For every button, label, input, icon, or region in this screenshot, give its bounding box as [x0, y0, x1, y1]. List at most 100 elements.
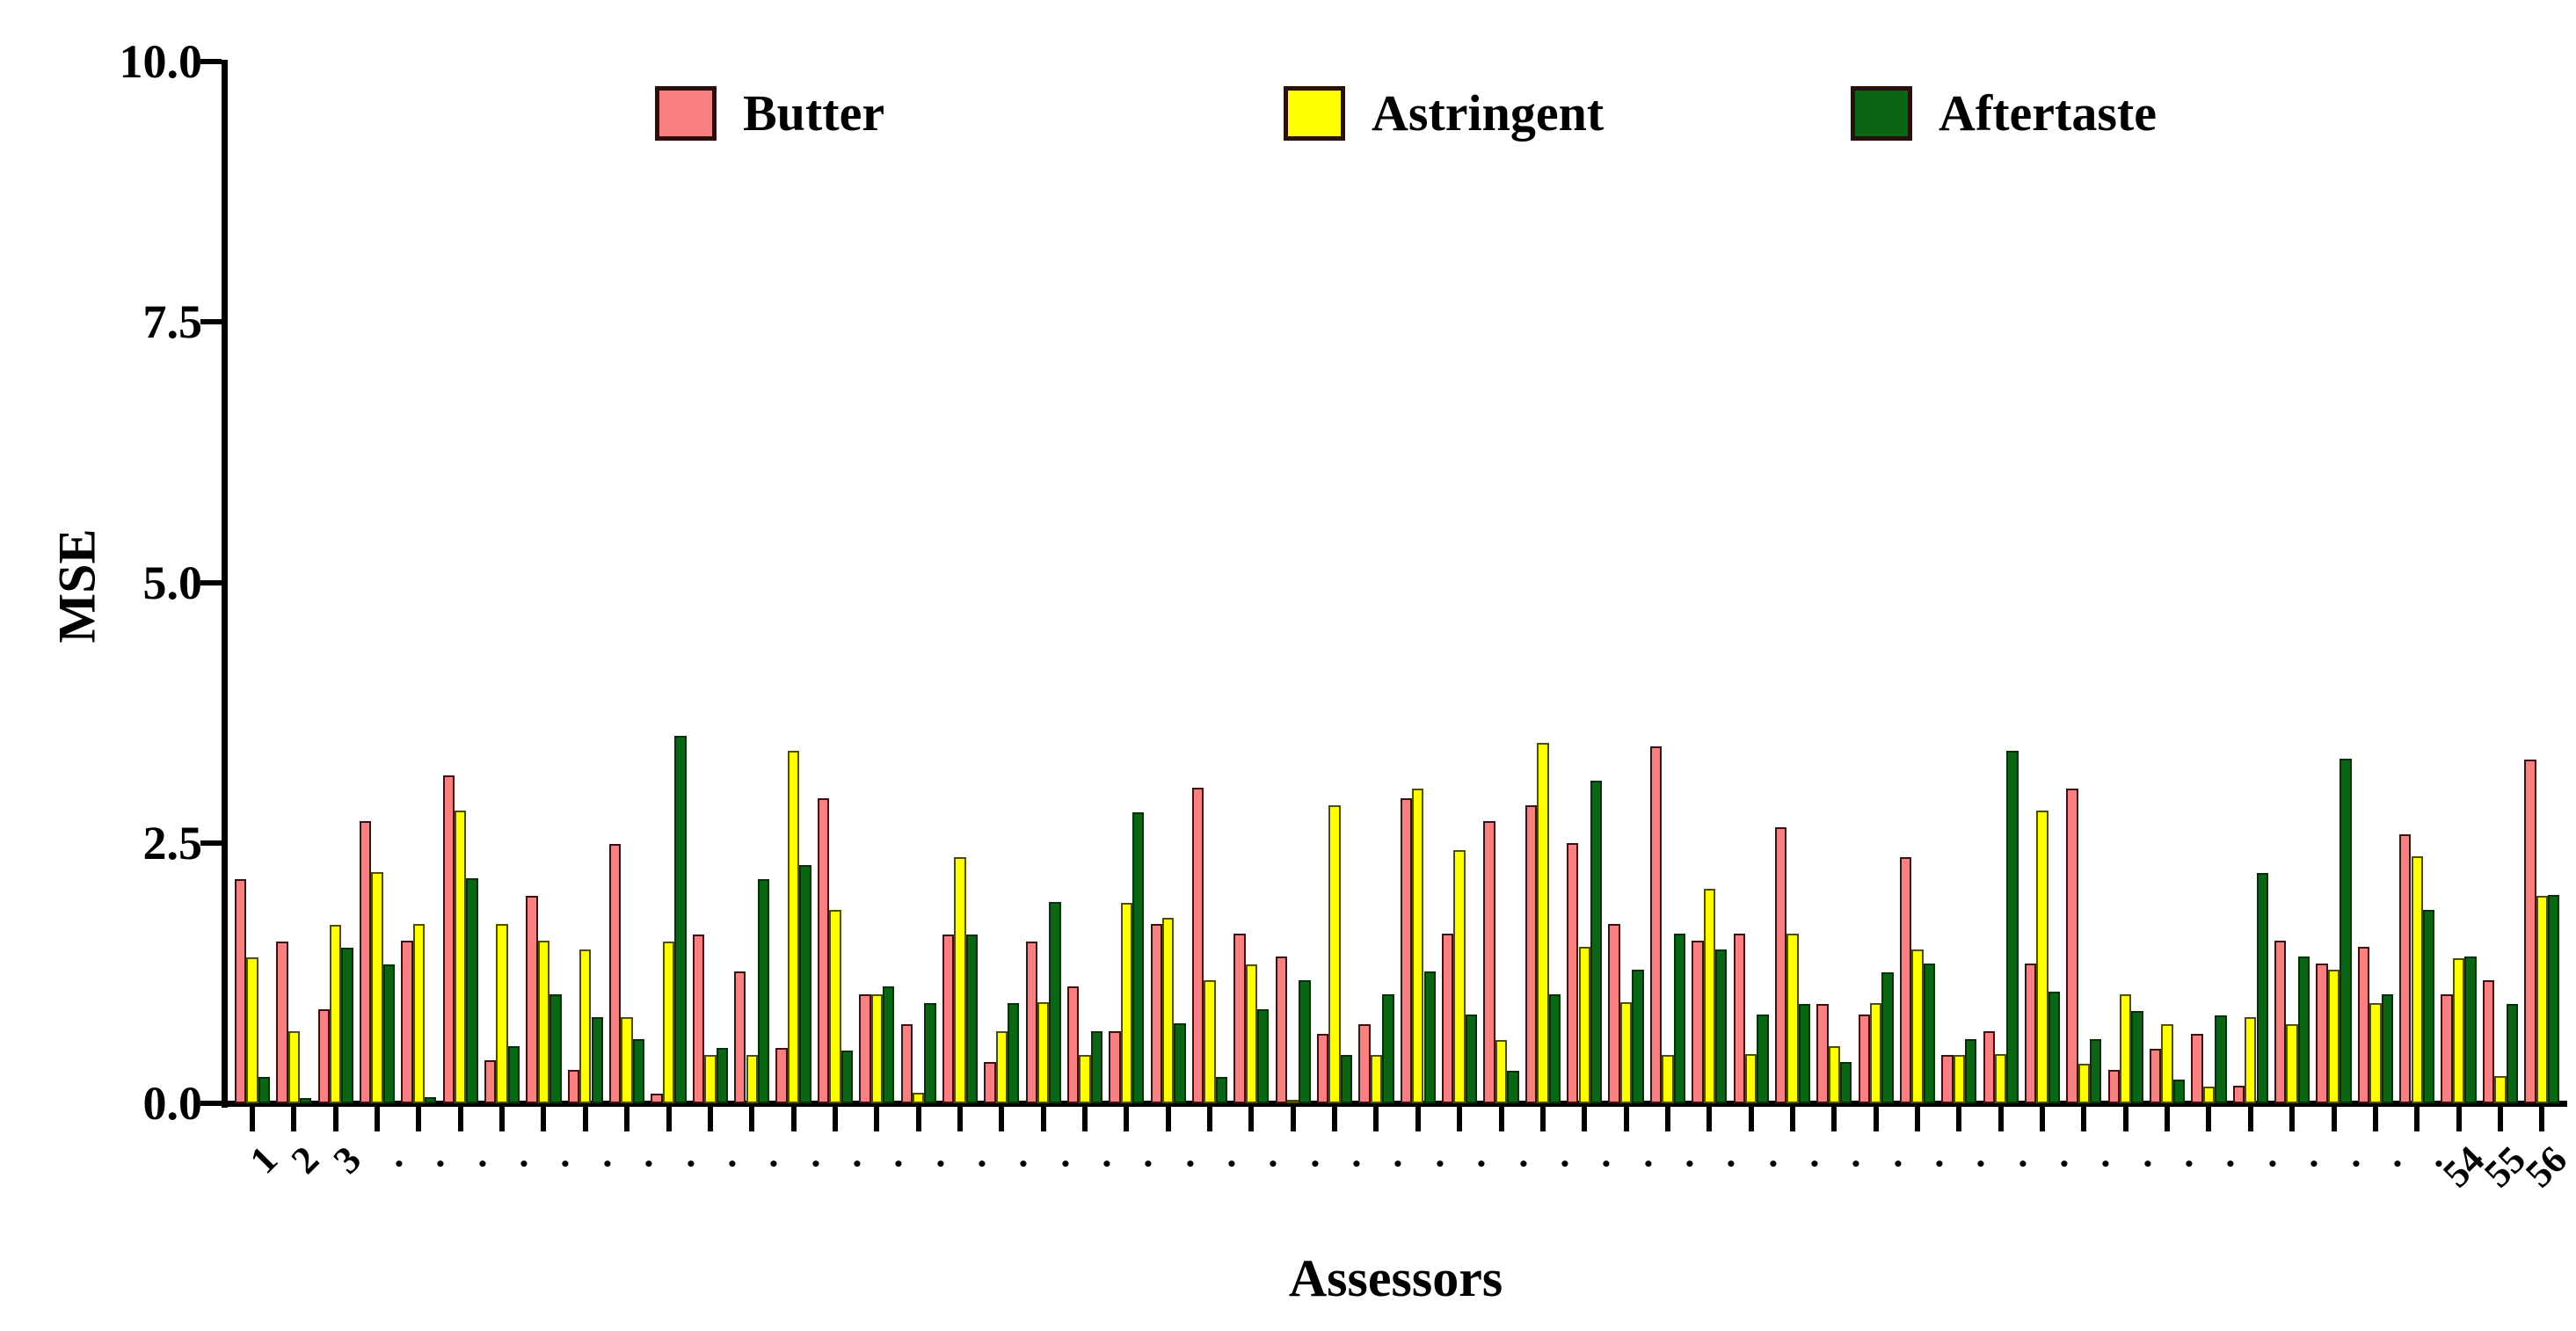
bar-astringent-assessor-17: [912, 1093, 925, 1103]
x-axis-tick: [1040, 1107, 1046, 1131]
bar-astringent-assessor-20: [1037, 1002, 1050, 1103]
bar-astringent-assessor-41: [1911, 949, 1924, 1103]
bar-astringent-assessor-15: [829, 909, 841, 1103]
bar-butter-assessor-4: [359, 820, 372, 1103]
bar-astringent-assessor-10: [621, 1016, 633, 1103]
bar-butter-assessor-2: [276, 942, 288, 1103]
bar-butter-assessor-52: [2357, 947, 2370, 1103]
bar-astringent-assessor-18: [954, 857, 966, 1103]
bar-astringent-assessor-16: [870, 993, 883, 1103]
x-axis-tick: [1582, 1107, 1588, 1131]
y-tick-label: 0.0: [142, 1077, 203, 1130]
bar-butter-assessor-16: [859, 993, 871, 1103]
bar-butter-assessor-48: [2191, 1033, 2203, 1103]
bar-butter-assessor-49: [2232, 1085, 2245, 1103]
bar-astringent-assessor-26: [1287, 1100, 1299, 1104]
bar-butter-assessor-39: [1816, 1004, 1829, 1103]
x-axis-tick: [1748, 1107, 1754, 1131]
bar-astringent-assessor-44: [2036, 811, 2048, 1103]
bar-astringent-assessor-3: [330, 925, 342, 1103]
bar-butter-assessor-26: [1275, 956, 1288, 1103]
bar-astringent-assessor-39: [1828, 1045, 1840, 1103]
bar-aftertaste-assessor-35: [1673, 933, 1685, 1103]
bar-astringent-assessor-40: [1869, 1003, 1882, 1103]
bar-butter-assessor-28: [1358, 1023, 1371, 1103]
bar-butter-assessor-32: [1524, 805, 1538, 1103]
bar-astringent-assessor-50: [2286, 1023, 2298, 1103]
bar-aftertaste-assessor-36: [1714, 949, 1728, 1103]
bar-butter-assessor-6: [442, 775, 455, 1103]
x-axis-tick: [707, 1107, 713, 1131]
bar-aftertaste-assessor-27: [1340, 1055, 1353, 1103]
bar-aftertaste-assessor-52: [2381, 993, 2393, 1103]
bar-butter-assessor-55: [2482, 980, 2495, 1103]
bar-astringent-assessor-27: [1328, 805, 1341, 1103]
bar-butter-assessor-23: [1150, 924, 1162, 1103]
y-tick-label: 2.5: [142, 816, 203, 869]
bar-aftertaste-assessor-18: [965, 935, 979, 1103]
bar-butter-assessor-50: [2274, 941, 2287, 1103]
x-axis-tick: [1248, 1107, 1255, 1131]
bar-butter-assessor-3: [317, 1009, 330, 1103]
bar-butter-assessor-1: [234, 879, 247, 1103]
x-axis-title: Assessors: [1288, 1249, 1503, 1307]
bar-aftertaste-assessor-19: [1008, 1003, 1020, 1103]
bar-astringent-assessor-56: [2536, 896, 2548, 1103]
bar-aftertaste-assessor-31: [1507, 1071, 1519, 1103]
bar-butter-assessor-45: [2066, 789, 2078, 1103]
y-tick-label: 7.5: [142, 295, 203, 349]
bar-astringent-assessor-4: [371, 871, 383, 1103]
x-axis-tick: [2081, 1107, 2087, 1131]
bar-butter-assessor-17: [900, 1023, 913, 1103]
y-axis-tick: [200, 319, 222, 325]
x-axis-tick: [2414, 1107, 2420, 1131]
x-axis-tick: [2372, 1107, 2378, 1131]
x-axis-tick: [1539, 1107, 1546, 1131]
x-axis-tick: [291, 1107, 297, 1131]
bar-aftertaste-assessor-44: [2048, 992, 2061, 1103]
bar-aftertaste-assessor-40: [1881, 971, 1894, 1103]
bar-astringent-assessor-45: [2078, 1063, 2091, 1103]
bar-aftertaste-assessor-32: [1548, 993, 1561, 1103]
x-axis-tick: [582, 1107, 588, 1131]
bar-butter-assessor-7: [484, 1060, 497, 1103]
bar-butter-assessor-20: [1025, 942, 1037, 1103]
x-axis-tick: [874, 1107, 880, 1131]
bar-aftertaste-assessor-48: [2215, 1015, 2227, 1103]
bar-butter-assessor-35: [1649, 746, 1663, 1103]
x-axis-tick: [2206, 1107, 2212, 1131]
bar-astringent-assessor-36: [1703, 888, 1715, 1103]
x-axis-tick: [2122, 1107, 2128, 1131]
bar-aftertaste-assessor-13: [757, 879, 770, 1103]
x-axis-tick: [1956, 1107, 1962, 1131]
x-axis-tick: [250, 1107, 255, 1131]
bar-aftertaste-assessor-56: [2547, 895, 2560, 1103]
x-axis-tick: [1332, 1107, 1338, 1131]
bar-astringent-assessor-9: [579, 949, 592, 1103]
x-axis-tick: [1664, 1107, 1670, 1131]
x-axis-tick: [2040, 1107, 2046, 1131]
bar-aftertaste-assessor-47: [2172, 1079, 2186, 1103]
bar-butter-assessor-13: [734, 971, 746, 1103]
bar-aftertaste-assessor-5: [425, 1096, 437, 1103]
bar-astringent-assessor-28: [1370, 1055, 1383, 1103]
bar-aftertaste-assessor-30: [1465, 1015, 1478, 1103]
bar-aftertaste-assessor-28: [1382, 993, 1394, 1103]
bar-aftertaste-assessor-38: [1798, 1004, 1811, 1103]
bar-butter-assessor-37: [1733, 933, 1745, 1103]
y-tick-label: 10.0: [119, 35, 203, 88]
bar-astringent-assessor-5: [412, 924, 426, 1103]
y-axis-title: MSE: [47, 528, 106, 644]
bar-butter-assessor-31: [1483, 820, 1495, 1103]
x-axis-tick: [457, 1107, 463, 1131]
bar-aftertaste-assessor-29: [1423, 971, 1436, 1103]
bar-butter-assessor-14: [775, 1048, 788, 1103]
bar-astringent-assessor-12: [704, 1055, 717, 1103]
x-axis-tick: [1457, 1107, 1463, 1131]
bar-astringent-assessor-8: [537, 941, 550, 1103]
bar-butter-assessor-51: [2316, 964, 2328, 1103]
x-axis-tick: [2539, 1107, 2545, 1131]
bar-butter-assessor-22: [1109, 1031, 1121, 1103]
x-axis-tick: [999, 1107, 1005, 1131]
bar-aftertaste-assessor-55: [2506, 1004, 2518, 1103]
